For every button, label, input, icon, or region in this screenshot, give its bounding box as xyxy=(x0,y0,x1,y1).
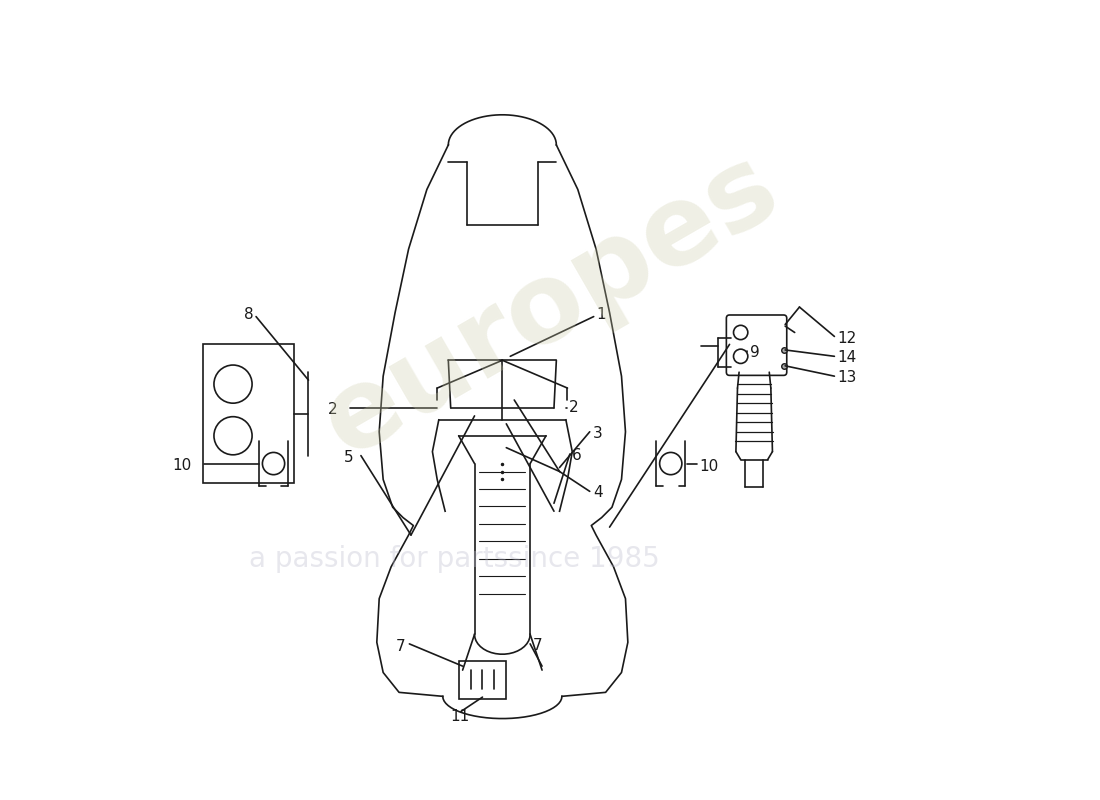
Text: 13: 13 xyxy=(837,370,857,386)
Text: 8: 8 xyxy=(244,306,254,322)
Text: 2: 2 xyxy=(569,401,579,415)
Text: 5: 5 xyxy=(343,450,353,465)
Bar xyxy=(202,344,294,483)
Text: 11: 11 xyxy=(450,709,470,724)
Text: 3: 3 xyxy=(593,426,603,441)
Text: 7: 7 xyxy=(532,638,542,653)
Text: 2: 2 xyxy=(328,402,338,417)
Text: 12: 12 xyxy=(837,330,857,346)
Text: a passion for partssince 1985: a passion for partssince 1985 xyxy=(250,545,660,573)
FancyBboxPatch shape xyxy=(459,661,506,698)
Text: 10: 10 xyxy=(700,459,718,474)
Text: 4: 4 xyxy=(593,486,603,501)
Text: 7: 7 xyxy=(396,638,406,654)
Text: europes: europes xyxy=(304,132,796,478)
Text: 14: 14 xyxy=(837,350,857,366)
Text: 1: 1 xyxy=(596,307,606,322)
Text: 9: 9 xyxy=(750,345,760,360)
FancyBboxPatch shape xyxy=(726,315,786,375)
Text: 10: 10 xyxy=(173,458,191,473)
Text: 6: 6 xyxy=(572,448,582,463)
